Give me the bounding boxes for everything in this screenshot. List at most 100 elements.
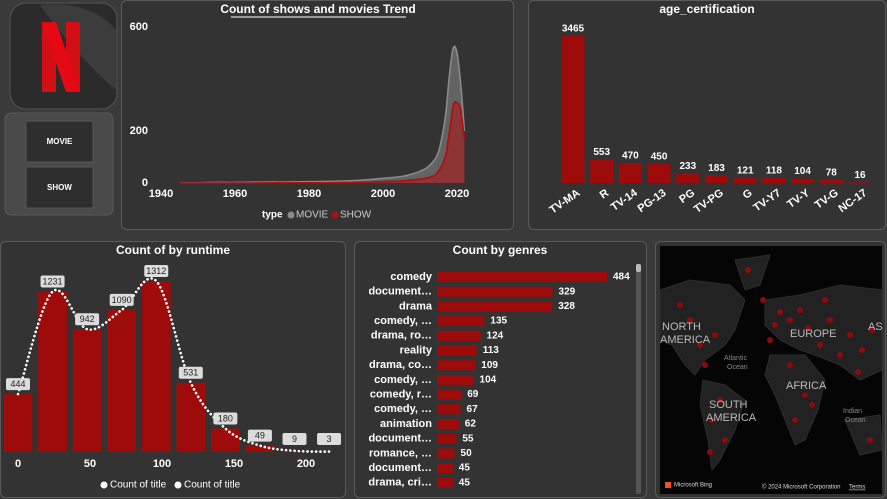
data-label: 124	[487, 330, 504, 341]
data-label: 1231	[43, 276, 63, 286]
panel	[528, 0, 886, 230]
bar	[437, 448, 455, 459]
bar	[245, 445, 275, 452]
bar	[437, 301, 553, 312]
data-label: 135	[490, 316, 507, 327]
button-label[interactable]: MOVIE	[47, 137, 73, 146]
map-terms[interactable]: Terms	[849, 485, 865, 491]
data-label-bg	[6, 378, 30, 391]
legend-swatch	[100, 481, 108, 489]
legend-swatch	[331, 211, 339, 219]
land	[764, 284, 883, 381]
x-tick-label: 50	[84, 458, 96, 470]
data-label: 444	[10, 379, 25, 389]
ocean-label: Atlantic	[724, 355, 747, 362]
button-label[interactable]: SHOW	[47, 183, 72, 192]
y-tick-label: drama, co…	[369, 359, 432, 371]
y-tick-label: comedy, …	[374, 315, 432, 327]
area-line	[179, 100, 466, 184]
map-label: AFRICA	[786, 380, 827, 392]
data-label: 1312	[146, 266, 166, 276]
trend-line	[16, 277, 331, 453]
y-tick-label: drama, cri…	[368, 477, 432, 489]
y-tick-label: comedy	[390, 271, 432, 283]
bar	[705, 175, 728, 183]
land	[764, 354, 826, 446]
y-tick-label: comedy, r…	[370, 389, 432, 401]
legend-title: type	[262, 210, 283, 221]
y-tick-label: 200	[130, 125, 148, 137]
map-copyright: © 2024 Microsoft Corporation	[762, 484, 840, 491]
land	[844, 414, 883, 456]
y-tick-label: comedy, …	[374, 374, 432, 386]
legend-label: Count of title	[110, 480, 167, 491]
y-tick-label: document…	[368, 433, 432, 445]
bar	[437, 360, 476, 371]
bar	[210, 428, 240, 452]
button[interactable]	[25, 166, 94, 209]
bar	[437, 272, 607, 282]
y-tick-label: reality	[400, 344, 433, 356]
data-label: 470	[622, 151, 639, 162]
y-tick-label: drama	[399, 300, 433, 312]
bar	[437, 477, 453, 488]
data-label: 118	[766, 166, 783, 177]
data-label: 49	[255, 430, 265, 440]
logo-n	[42, 22, 80, 92]
data-label-bg	[247, 429, 272, 442]
map-dots	[677, 267, 875, 455]
bar	[437, 389, 462, 400]
legend-label: Count of title	[184, 480, 241, 491]
data-label: 942	[80, 314, 95, 324]
data-label: 62	[465, 419, 477, 430]
data-label: 67	[467, 404, 479, 415]
panel	[354, 241, 647, 498]
bar	[107, 309, 137, 452]
scrollbar[interactable]	[636, 264, 641, 494]
data-label: 104	[480, 375, 497, 386]
x-tick-label: 1980	[297, 188, 321, 200]
data-label: 329	[559, 286, 576, 297]
map-label: AMERICA	[660, 334, 711, 346]
bar	[437, 463, 453, 474]
x-tick-label: 200	[297, 458, 315, 470]
data-label: 531	[183, 368, 198, 378]
y-tick-label: romance, …	[369, 447, 432, 459]
y-tick-label: drama, ro…	[371, 330, 432, 342]
legend-swatch	[174, 481, 182, 489]
map-label: AMERICA	[706, 412, 757, 424]
button[interactable]	[25, 120, 94, 163]
scrollbar-thumb[interactable]	[636, 264, 641, 272]
bar	[733, 177, 757, 183]
chart-title: Count by genres	[453, 243, 548, 257]
x-tick-label: 2020	[445, 188, 469, 200]
bar	[176, 382, 206, 452]
chart-title: Count of shows and movies Trend	[220, 2, 415, 16]
y-tick-label: 600	[130, 21, 148, 33]
data-label: 16	[854, 170, 866, 181]
bar	[819, 179, 843, 183]
y-tick-label: document…	[368, 286, 432, 298]
bar	[762, 177, 786, 183]
data-label: 45	[459, 477, 471, 488]
bar	[437, 374, 474, 385]
bar	[437, 286, 553, 297]
x-tick-label: 2000	[371, 188, 395, 200]
bar	[3, 394, 33, 452]
bar	[618, 163, 642, 183]
data-label: 109	[481, 360, 498, 371]
bar	[676, 173, 700, 183]
y-tick-label: comedy, …	[374, 403, 432, 415]
map-brand: Microsoft Bing	[674, 483, 712, 489]
x-tick-label: 100	[153, 458, 171, 470]
data-label: 3	[327, 434, 332, 444]
chart-title: Count of by runtime	[116, 243, 230, 257]
bar	[590, 159, 614, 183]
legend-label: SHOW	[340, 210, 372, 221]
chart-title: age_certification	[659, 2, 754, 16]
bar	[437, 330, 481, 341]
bar	[561, 36, 585, 183]
data-label: 450	[651, 152, 668, 163]
land	[699, 379, 746, 472]
